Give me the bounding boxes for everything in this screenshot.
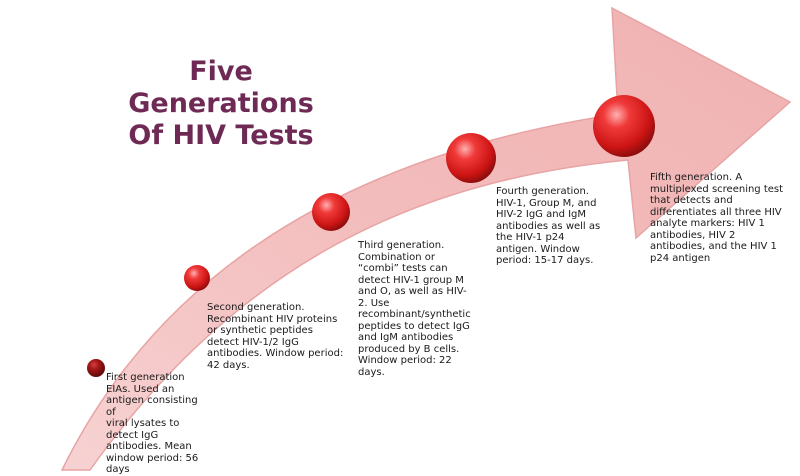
generation-5-description: Fifth generation. A multiplexed screenin… <box>650 172 784 264</box>
title-line-1: Five Generations <box>128 56 314 119</box>
generation-2-description: Second generation. Recombinant HIV prote… <box>207 302 344 371</box>
page-title: Five Generations Of HIV Tests <box>96 56 346 152</box>
generation-3-marker <box>312 193 350 231</box>
title-line-2: Of HIV Tests <box>128 120 314 151</box>
generation-5-marker <box>593 95 655 157</box>
generation-4-description: Fourth generation. HIV-1, Group M, and H… <box>496 186 601 266</box>
generation-1-description: First generation EIAs. Used an antigen c… <box>106 372 199 475</box>
generation-1-marker <box>87 359 105 377</box>
generation-3-description: Third generation. Combination or “combi”… <box>358 240 471 378</box>
generation-4-marker <box>446 133 496 183</box>
generation-2-marker <box>184 265 210 291</box>
